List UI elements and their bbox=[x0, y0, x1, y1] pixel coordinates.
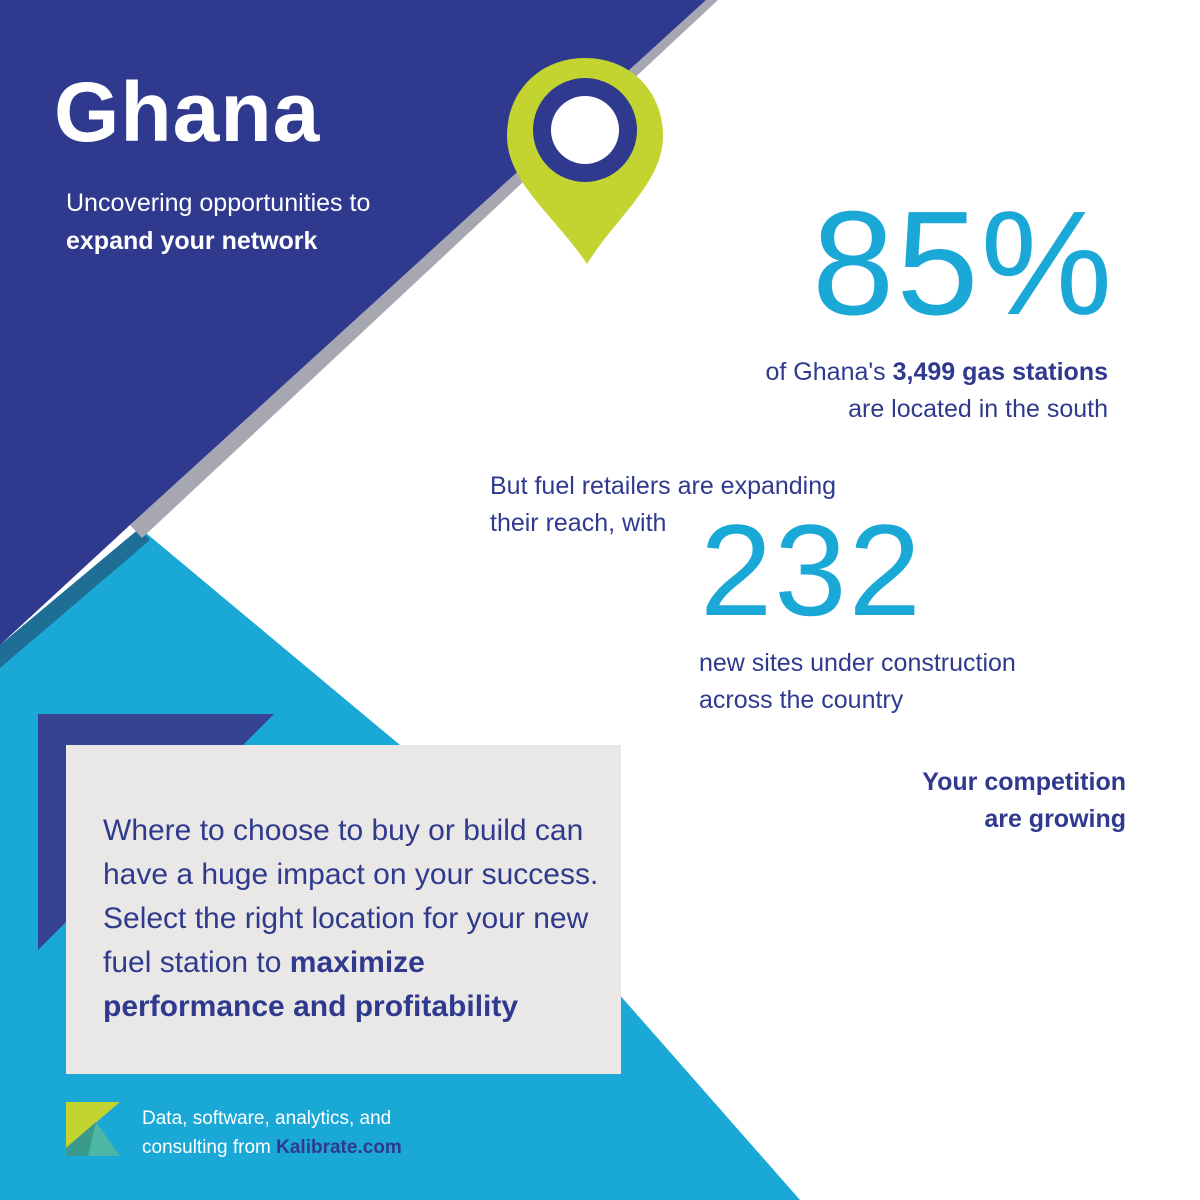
footer-link[interactable]: Kalibrate.com bbox=[276, 1137, 402, 1158]
footer-line2-plain: consulting from bbox=[142, 1137, 271, 1158]
stat-south-text-bold: 3,499 gas stations bbox=[892, 358, 1108, 386]
footer-line1: Data, software, analytics, and bbox=[142, 1108, 392, 1129]
info-card: Where to choose to buy or build can have… bbox=[66, 745, 621, 1074]
stat-new-text-line1: new sites under construction bbox=[699, 649, 1016, 677]
stat-new-intro-line1: But fuel retailers are expanding bbox=[490, 472, 837, 500]
competition-note: Your competition are growing bbox=[922, 764, 1126, 838]
stat-new-intro-line2: their reach, with bbox=[490, 509, 667, 537]
footer-text: Data, software, analytics, and consultin… bbox=[142, 1104, 402, 1162]
info-card-text-plain: Where to choose to buy or build can have… bbox=[103, 814, 599, 979]
teal-shadow-strip bbox=[0, 528, 150, 668]
stat-south-text-before: of Ghana's bbox=[765, 358, 886, 386]
stat-new-text-line2: across the country bbox=[699, 686, 904, 714]
location-pin-icon bbox=[507, 58, 663, 264]
subtitle-plain: Uncovering opportunities to bbox=[66, 189, 371, 217]
info-card-text-bold: maximize performance and profitability bbox=[103, 946, 519, 1023]
stat-new-value: 232 bbox=[700, 497, 923, 643]
stat-new-caption: new sites under construction across the … bbox=[699, 645, 1016, 719]
competition-line2: are growing bbox=[984, 805, 1126, 833]
stat-south-value: 85% bbox=[812, 181, 1115, 346]
navy-triangle bbox=[0, 0, 706, 645]
stat-south-text-after: are located in the south bbox=[848, 395, 1108, 423]
kalibrate-logo-icon bbox=[66, 1102, 120, 1156]
competition-line1: Your competition bbox=[922, 768, 1126, 796]
stat-south-caption: of Ghana's 3,499 gas stations are locate… bbox=[766, 354, 1108, 428]
stat-new-intro: But fuel retailers are expanding their r… bbox=[490, 468, 836, 542]
subtitle-bold: expand your network bbox=[66, 227, 318, 255]
page-subtitle: Uncovering opportunities to expand your … bbox=[66, 184, 426, 260]
info-card-text: Where to choose to buy or build can have… bbox=[103, 809, 603, 1029]
page-title: Ghana bbox=[54, 65, 321, 159]
